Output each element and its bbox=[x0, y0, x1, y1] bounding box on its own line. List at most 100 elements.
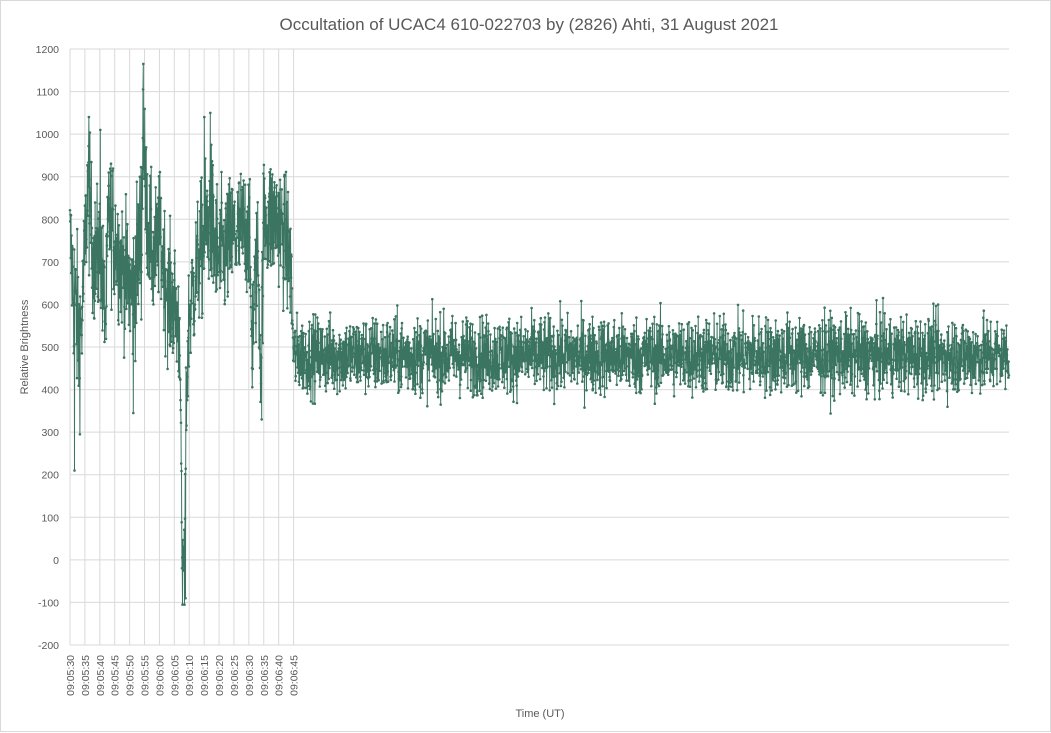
data-point bbox=[188, 323, 191, 327]
data-point bbox=[901, 347, 904, 351]
data-point bbox=[852, 332, 856, 336]
data-point bbox=[127, 323, 131, 327]
data-point bbox=[270, 209, 273, 213]
data-point bbox=[437, 348, 440, 352]
data-point bbox=[767, 338, 770, 341]
data-point bbox=[776, 383, 779, 386]
data-point bbox=[951, 358, 955, 362]
data-point bbox=[283, 218, 287, 221]
data-point bbox=[473, 331, 477, 334]
data-point bbox=[931, 336, 934, 339]
data-point bbox=[765, 366, 768, 369]
data-point bbox=[109, 162, 113, 165]
data-point bbox=[171, 272, 174, 276]
data-point bbox=[345, 369, 349, 373]
data-point bbox=[967, 369, 971, 373]
data-point bbox=[250, 320, 254, 323]
data-point bbox=[197, 248, 201, 251]
data-point bbox=[919, 347, 923, 351]
data-point bbox=[283, 173, 286, 177]
y-tick-label: 0 bbox=[53, 555, 59, 567]
data-point bbox=[372, 337, 376, 340]
data-point bbox=[672, 394, 676, 398]
data-point bbox=[116, 238, 120, 242]
data-point bbox=[823, 306, 826, 310]
data-point bbox=[709, 339, 712, 343]
data-point bbox=[562, 353, 566, 357]
data-point bbox=[595, 342, 598, 345]
data-point bbox=[717, 370, 721, 374]
data-point bbox=[442, 307, 446, 311]
data-point bbox=[356, 359, 359, 363]
data-point bbox=[517, 367, 521, 370]
data-point bbox=[903, 343, 907, 347]
data-point bbox=[749, 341, 752, 345]
data-point bbox=[116, 280, 119, 283]
data-point bbox=[972, 367, 976, 370]
data-point bbox=[72, 298, 75, 302]
data-point bbox=[204, 157, 207, 160]
data-point bbox=[932, 346, 936, 350]
data-point bbox=[135, 180, 139, 184]
data-point bbox=[555, 387, 559, 391]
data-point bbox=[79, 307, 82, 310]
data-point bbox=[699, 347, 703, 351]
data-point bbox=[874, 333, 877, 337]
data-point bbox=[535, 379, 538, 383]
data-point bbox=[373, 322, 376, 325]
data-point bbox=[209, 111, 212, 115]
data-point bbox=[529, 361, 533, 365]
data-point bbox=[324, 390, 328, 393]
data-point bbox=[730, 363, 733, 367]
data-point bbox=[634, 385, 637, 389]
data-point bbox=[698, 374, 701, 377]
data-point bbox=[549, 339, 553, 343]
data-point bbox=[157, 290, 160, 294]
data-point bbox=[508, 346, 511, 350]
data-point bbox=[655, 386, 658, 389]
data-point bbox=[679, 338, 682, 341]
data-point bbox=[477, 373, 480, 376]
data-point bbox=[82, 219, 86, 223]
data-point bbox=[197, 290, 200, 294]
data-point bbox=[780, 332, 784, 335]
data-point bbox=[271, 217, 275, 220]
data-point bbox=[420, 353, 424, 357]
data-point bbox=[130, 296, 134, 300]
data-point bbox=[550, 345, 553, 348]
data-point bbox=[576, 324, 580, 328]
data-point bbox=[975, 345, 979, 349]
data-point bbox=[571, 336, 575, 340]
data-point bbox=[496, 327, 500, 330]
data-point bbox=[983, 382, 986, 386]
data-point bbox=[304, 355, 307, 359]
data-point bbox=[403, 347, 407, 351]
data-point bbox=[723, 343, 727, 347]
data-point bbox=[144, 146, 148, 149]
data-point bbox=[648, 349, 652, 353]
data-point bbox=[266, 263, 270, 266]
data-point bbox=[758, 383, 762, 387]
data-point bbox=[982, 309, 986, 313]
data-point bbox=[945, 354, 948, 358]
data-point bbox=[198, 257, 202, 261]
data-point bbox=[664, 347, 667, 351]
data-point bbox=[198, 281, 201, 285]
data-point bbox=[223, 302, 226, 306]
data-point bbox=[982, 316, 985, 320]
data-point bbox=[388, 325, 392, 329]
data-point bbox=[617, 338, 620, 341]
data-point bbox=[832, 328, 835, 332]
data-point bbox=[552, 325, 555, 328]
data-point bbox=[965, 357, 968, 360]
data-point bbox=[912, 353, 916, 356]
data-point bbox=[183, 546, 186, 549]
data-point bbox=[249, 265, 252, 269]
data-point bbox=[486, 322, 490, 325]
data-point bbox=[511, 385, 515, 388]
data-point bbox=[345, 326, 348, 330]
data-point bbox=[699, 354, 702, 358]
data-point bbox=[213, 273, 216, 277]
data-point bbox=[832, 350, 835, 354]
data-point bbox=[708, 369, 711, 373]
